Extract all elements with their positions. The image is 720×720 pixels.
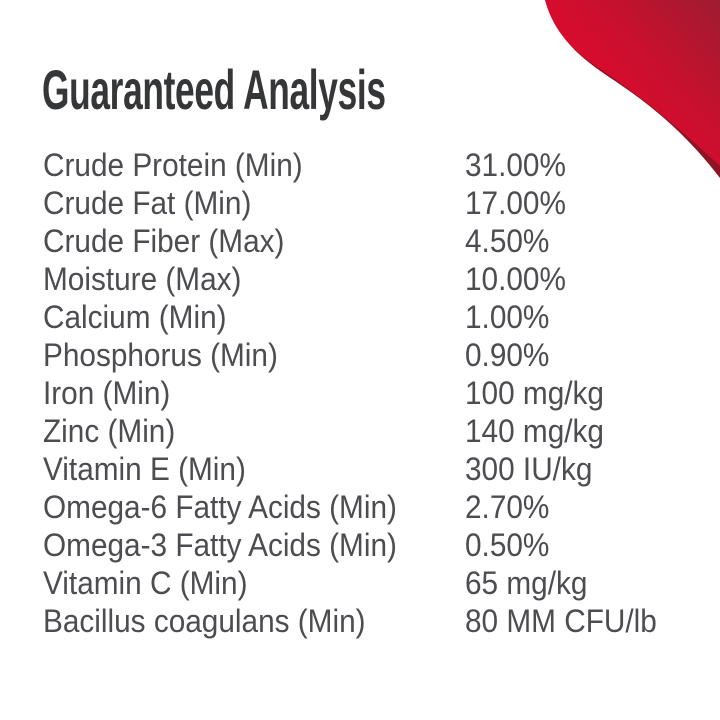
nutrient-label: Moisture (Max) [43,261,242,297]
analysis-row: Phosphorus (Min) 0.90% [43,336,549,374]
nutrient-value: 80 MM CFU/lb [465,603,657,639]
nutrient-label: Omega-3 Fatty Acids (Min) [43,527,397,563]
nutrient-value: 31.00% [465,147,566,183]
nutrient-label: Crude Fat (Min) [43,185,252,221]
nutrient-value: 140 mg/kg [465,413,604,449]
red-swoosh-edge [545,0,720,178]
nutrient-label: Bacillus coagulans (Min) [43,603,366,639]
nutrient-value: 2.70% [465,489,550,525]
nutrient-value: 300 IU/kg [465,451,593,487]
analysis-row: Vitamin E (Min) 300 IU/kg [43,450,592,488]
nutrient-value: 1.00% [465,299,550,335]
analysis-table: Crude Protein (Min) 31.00% Crude Fat (Min)… [43,146,657,640]
analysis-row: Bacillus coagulans (Min) 80 MM CFU/lb [43,602,657,640]
nutrient-value: 10.00% [465,261,566,297]
nutrient-value: 65 mg/kg [465,565,588,601]
nutrient-label: Iron (Min) [43,375,171,411]
analysis-row: Crude Protein (Min) 31.00% [43,146,566,184]
nutrient-label: Vitamin C (Min) [43,565,248,601]
nutrient-value: 4.50% [465,223,550,259]
analysis-row: Omega-3 Fatty Acids (Min) 0.50% [43,526,549,564]
analysis-row: Crude Fat (Min) 17.00% [43,184,566,222]
nutrient-value: 100 mg/kg [465,375,604,411]
analysis-row: Crude Fiber (Max) 4.50% [43,222,549,260]
page-title: Guaranteed Analysis [42,58,386,121]
analysis-row: Zinc (Min) 140 mg/kg [43,412,604,450]
nutrient-label: Crude Protein (Min) [43,147,303,183]
nutrient-value: 0.50% [465,527,550,563]
red-swoosh-body [545,0,720,166]
analysis-row: Calcium (Min) 1.00% [43,298,549,336]
nutrient-label: Zinc (Min) [43,413,176,449]
nutrient-label: Crude Fiber (Max) [43,223,285,259]
analysis-row: Iron (Min) 100 mg/kg [43,374,604,412]
analysis-row: Omega-6 Fatty Acids (Min) 2.70% [43,488,549,526]
nutrient-label: Omega-6 Fatty Acids (Min) [43,489,397,525]
analysis-row: Moisture (Max) 10.00% [43,260,566,298]
nutrient-label: Phosphorus (Min) [43,337,278,373]
nutrient-value: 0.90% [465,337,550,373]
nutrient-label: Vitamin E (Min) [43,451,246,487]
nutrient-value: 17.00% [465,185,566,221]
analysis-row: Vitamin C (Min) 65 mg/kg [43,564,587,602]
nutrient-label: Calcium (Min) [43,299,227,335]
